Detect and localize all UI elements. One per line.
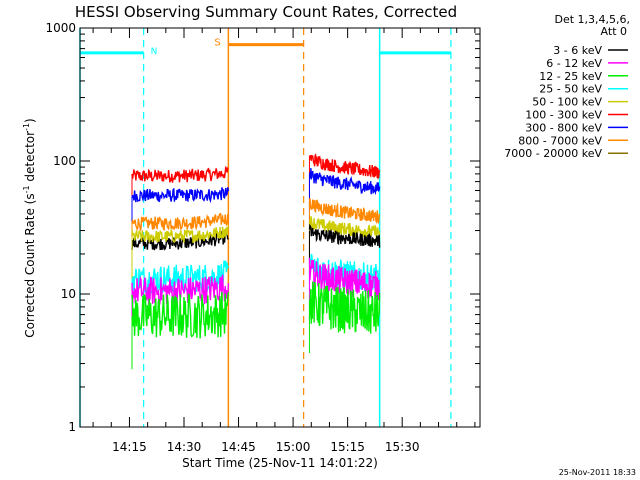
- x-axis-label: Start Time (25-Nov-11 14:01:22): [182, 456, 378, 470]
- series-trace: [131, 291, 230, 339]
- y-axis-label-part1: Corrected Count Rate (s: [23, 193, 37, 337]
- x-tick-label: 14:15: [112, 440, 147, 454]
- y-axis-label-sup1: -1: [22, 185, 31, 193]
- y-axis-label-part2: detector: [23, 131, 37, 186]
- x-tick-label: 15:15: [330, 440, 365, 454]
- x-tick-label: 14:45: [221, 440, 256, 454]
- series-trace: [308, 168, 381, 196]
- y-tick-label: 1000: [45, 21, 76, 35]
- chart-title: HESSI Observing Summary Count Rates, Cor…: [75, 3, 457, 21]
- series-trace: [308, 223, 381, 248]
- y-tick-label: 10: [61, 287, 76, 301]
- saa-label: S: [214, 38, 220, 49]
- legend-entry-label: 300 - 800 keV: [525, 121, 602, 134]
- legend-entry-label: 3 - 6 keV: [553, 44, 602, 57]
- x-axis: 14:15 14:30 14:45 15:00 15:15 15:30: [92, 28, 476, 454]
- y-tick-label: 1: [68, 420, 76, 434]
- x-tick-label: 15:00: [276, 440, 311, 454]
- series-trace: [308, 153, 381, 180]
- legend-header-attenuator: Att 0: [601, 25, 627, 38]
- series-trace: [308, 216, 381, 239]
- plot-frame: [79, 27, 481, 428]
- series-layer: [131, 153, 381, 370]
- timestamp: 25-Nov-2011 18:33: [559, 468, 636, 477]
- x-tick-label: 15:30: [385, 440, 420, 454]
- series-trace: [131, 166, 229, 183]
- night-label: N: [151, 47, 158, 57]
- y-axis: 1 10 100 1000: [45, 21, 480, 434]
- x-tick-label: 14:30: [167, 440, 202, 454]
- series-trace: [131, 212, 230, 233]
- series-trace: [131, 260, 230, 295]
- legend-entry-label: 12 - 25 keV: [539, 70, 602, 83]
- series-trace: [131, 187, 230, 204]
- legend-entry-label: 800 - 7000 keV: [518, 134, 602, 147]
- y-axis-label-sup2: -1: [22, 123, 31, 131]
- legend-entry-label: 6 - 12 keV: [546, 57, 602, 70]
- series-trace: [308, 281, 381, 334]
- y-axis-label: Corrected Count Rate (s-1 detector-1): [22, 118, 37, 337]
- legend-header-detectors: Det 1,3,4,5,6,: [554, 13, 630, 26]
- legend-entry-label: 50 - 100 keV: [532, 96, 602, 109]
- series-trace: [308, 198, 381, 224]
- legend-entry-label: 7000 - 20000 keV: [504, 147, 602, 160]
- series-trace: [131, 225, 230, 243]
- legend-entry-label: 100 - 300 keV: [525, 109, 602, 122]
- y-tick-label: 100: [53, 154, 76, 168]
- legend-entry-label: 25 - 50 keV: [539, 83, 602, 96]
- y-axis-label-part3: ): [23, 118, 37, 123]
